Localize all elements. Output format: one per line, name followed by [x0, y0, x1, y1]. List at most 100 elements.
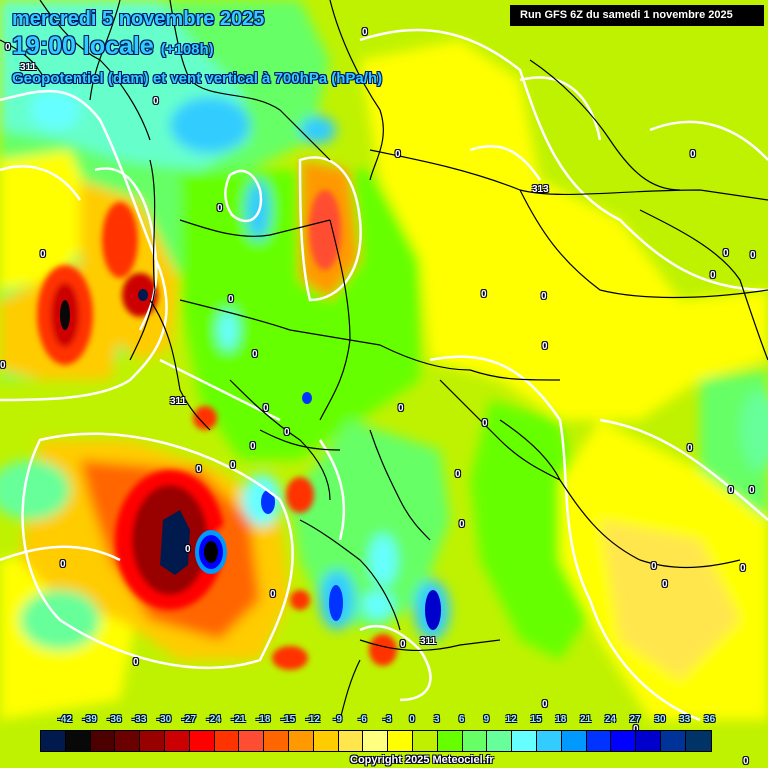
zero-contour-label: 0: [263, 403, 269, 414]
legend-tick: -27: [181, 714, 197, 725]
zero-contour-label: 0: [710, 270, 716, 281]
legend-swatch: [388, 731, 413, 751]
legend-swatch: [660, 731, 686, 751]
legend-swatch: [313, 731, 339, 751]
zero-contour-label: 0: [743, 756, 749, 767]
legend-swatch: [65, 731, 91, 751]
zero-contour-label: 0: [541, 291, 547, 302]
legend-tick: 33: [679, 714, 691, 725]
legend-swatch: [90, 731, 116, 751]
zero-contour-label: 0: [749, 485, 755, 496]
zero-contour-label: 0: [40, 249, 46, 260]
zero-contour-label: 0: [651, 561, 657, 572]
legend-swatch: [437, 731, 463, 751]
legend-swatch: [512, 731, 537, 751]
legend-swatch: [636, 731, 661, 751]
legend-tick: -3: [382, 714, 392, 725]
legend-swatch: [561, 731, 587, 751]
legend-swatch: [264, 731, 289, 751]
color-legend: [40, 730, 712, 752]
legend-swatch: [288, 731, 314, 751]
zero-contour-label: 0: [395, 149, 401, 160]
forecast-date: mercredi 5 novembre 2025: [12, 8, 265, 30]
legend-tick: -24: [206, 714, 221, 725]
legend-tick: 30: [654, 714, 666, 725]
legend-tick: 0: [409, 714, 415, 725]
zero-contour-label: 0: [398, 403, 404, 414]
copyright-text: Copyright 2025 Meteociel.fr: [350, 754, 494, 766]
zero-contour-label: 0: [633, 724, 639, 735]
legend-tick: -18: [255, 714, 271, 725]
legend-swatch: [189, 731, 215, 751]
legend-tick: -9: [333, 714, 343, 725]
forecast-lead-hours: (+108h): [160, 41, 214, 58]
zero-contour-label: 0: [133, 657, 139, 668]
legend-swatch: [115, 731, 141, 751]
zero-contour-label: 0: [250, 441, 256, 452]
legend-swatch: [164, 731, 190, 751]
zero-contour-label: 0: [196, 464, 202, 475]
zero-contour-label: 0: [542, 699, 548, 710]
legend-tick: 3: [434, 714, 440, 725]
zero-contour-label: 0: [270, 589, 276, 600]
zero-contour-label: 0: [690, 149, 696, 160]
legend-swatch: [462, 731, 488, 751]
legend-tick: 6: [458, 714, 465, 725]
legend-tick: 24: [604, 714, 616, 725]
zero-contour-label: 0: [542, 341, 548, 352]
zero-contour-label: 0: [362, 27, 368, 38]
zero-contour-label: 0: [400, 639, 406, 650]
zero-contour-label: 0: [723, 248, 729, 259]
legend-tick: -15: [280, 714, 296, 725]
zero-contour-label: 0: [662, 579, 668, 590]
legend-swatch: [363, 731, 389, 751]
legend-tick: -42: [57, 714, 73, 725]
legend-swatch: [412, 731, 438, 751]
legend-tick: 21: [580, 714, 592, 725]
legend-tick: -6: [357, 714, 367, 725]
legend-swatch: [611, 731, 637, 751]
legend-tick: -33: [131, 714, 147, 725]
legend-swatch: [239, 731, 265, 751]
zero-contour-label: 0: [0, 360, 6, 371]
zero-contour-label: 0: [230, 460, 236, 471]
legend-swatch: [487, 731, 513, 751]
legend-tick: -36: [107, 714, 122, 725]
parameter-title: Geopotentiel (dam) et vent vertical à 70…: [12, 70, 383, 87]
zero-contour-label: 0: [728, 485, 734, 496]
zero-contour-label: 0: [252, 349, 258, 360]
forecast-time: 19:00 locale (+108h): [12, 32, 214, 61]
zero-contour-label: 0: [228, 294, 234, 305]
geopotential-label: 313: [532, 184, 549, 195]
legend-tick: 27: [629, 714, 641, 725]
legend-tick: 36: [704, 714, 716, 725]
legend-swatch: [338, 731, 364, 751]
zero-contour-label: 0: [60, 559, 66, 570]
legend-swatch: [685, 731, 711, 751]
model-run-label: Run GFS 6Z du samedi 1 novembre 2025: [510, 5, 764, 26]
legend-tick-labels: -42 -39 -36 -33 -30 -27 -24 -21 -18 -15 -12 -9 -6 -3 0…: [40, 714, 740, 726]
forecast-local-time: 19:00 locale: [12, 32, 154, 60]
legend-tick: -30: [156, 714, 172, 725]
geopotential-label: 311: [170, 396, 187, 407]
zero-contour-label: 0: [185, 544, 191, 555]
legend-tick: -39: [82, 714, 97, 725]
legend-tick: -21: [231, 714, 246, 725]
geopotential-label: 311: [20, 62, 37, 73]
legend-tick: 15: [530, 714, 542, 725]
zero-contour-label: 0: [740, 563, 746, 574]
zero-contour-label: 0: [687, 443, 693, 454]
geopotential-label: 311: [420, 636, 437, 647]
zero-contour-label: 0: [459, 519, 465, 530]
zero-contour-label: 0: [481, 289, 487, 300]
legend-swatch: [214, 731, 240, 751]
zero-contour-label: 0: [750, 250, 756, 261]
zero-contour-label: 0: [153, 96, 159, 107]
zero-contour-label: 0: [217, 203, 223, 214]
legend-swatch: [536, 731, 562, 751]
zero-contour-label: 0: [284, 427, 290, 438]
legend-tick: 9: [483, 714, 490, 725]
legend-tick: 12: [505, 714, 517, 725]
